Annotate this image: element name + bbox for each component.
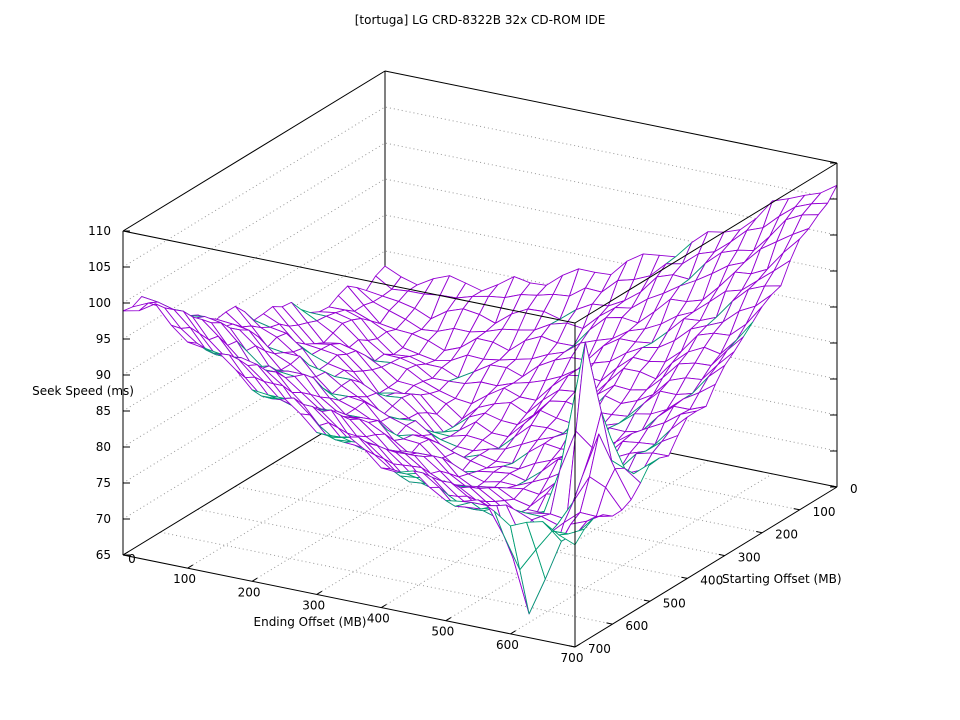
- y-tick-label: 400: [700, 573, 723, 587]
- y-tick: [756, 531, 763, 534]
- z-tick-label: 65: [96, 548, 111, 562]
- base-gridline: [272, 463, 725, 557]
- x-tick-label: 0: [128, 552, 136, 566]
- base-gridline: [160, 531, 613, 625]
- y-tick-label: 600: [625, 619, 648, 633]
- x-tick: [122, 551, 129, 556]
- z-axis-label: Seek Speed (ms): [32, 384, 134, 398]
- box-edge: [384, 70, 838, 164]
- x-tick-label: 500: [431, 625, 454, 639]
- y-axis-line: [574, 486, 838, 648]
- x-tick: [445, 617, 452, 622]
- z-tick-label: 70: [96, 512, 111, 526]
- x-tick: [316, 590, 323, 595]
- y-tick-label: 100: [813, 505, 836, 519]
- x-tick-label: 200: [238, 585, 261, 599]
- x-tick-label: 400: [367, 612, 390, 626]
- y-tick-label: 300: [738, 551, 761, 565]
- x-axis-line: [122, 554, 576, 648]
- x-axis-label: Ending Offset (MB): [253, 615, 367, 629]
- z-tick-label: 95: [96, 332, 111, 346]
- base-gridline: [235, 485, 688, 579]
- x-tick: [574, 643, 581, 648]
- y-tick-label: 0: [850, 482, 858, 496]
- z-tick-label: 90: [96, 368, 111, 382]
- x-tick-label: 300: [302, 598, 325, 612]
- base-gridline: [197, 508, 650, 602]
- surface-mesh: [122, 184, 838, 615]
- x-tick-label: 100: [173, 572, 196, 586]
- z-tick-label: 105: [88, 260, 111, 274]
- y-tick: [606, 622, 613, 625]
- box-edge-top: [574, 162, 838, 324]
- z-tick-label: 80: [96, 440, 111, 454]
- y-tick-label: 500: [663, 596, 686, 610]
- chart-title: [tortuga] LG CRD-8322B 32x CD-ROM IDE: [354, 13, 606, 27]
- x-tick: [381, 604, 387, 609]
- y-tick: [793, 508, 800, 511]
- y-tick-label: 700: [588, 642, 611, 656]
- box-edge-top: [122, 230, 576, 324]
- z-tick-label: 75: [96, 476, 111, 490]
- y-tick: [569, 645, 576, 648]
- ticks-and-tick-labels: 0 100 200 300 400 500 600 700 0 100 200 300 400 500 60…: [88, 162, 858, 665]
- y-tick: [681, 576, 688, 579]
- z-tick-label: 100: [88, 296, 111, 310]
- y-axis-label: Starting Offset (MB): [722, 572, 842, 586]
- x-tick-label: 700: [561, 651, 584, 665]
- x-tick: [251, 577, 258, 582]
- z-tick-label: 85: [96, 404, 111, 418]
- x-tick: [510, 630, 516, 635]
- z-tick-label: 110: [88, 224, 111, 238]
- y-tick: [643, 599, 650, 602]
- x-tick: [187, 564, 193, 569]
- box-edge: [122, 70, 386, 232]
- y-tick-label: 200: [775, 528, 798, 542]
- axis-box-front: [122, 162, 838, 648]
- x-tick-label: 600: [496, 638, 519, 652]
- y-tick: [718, 553, 725, 557]
